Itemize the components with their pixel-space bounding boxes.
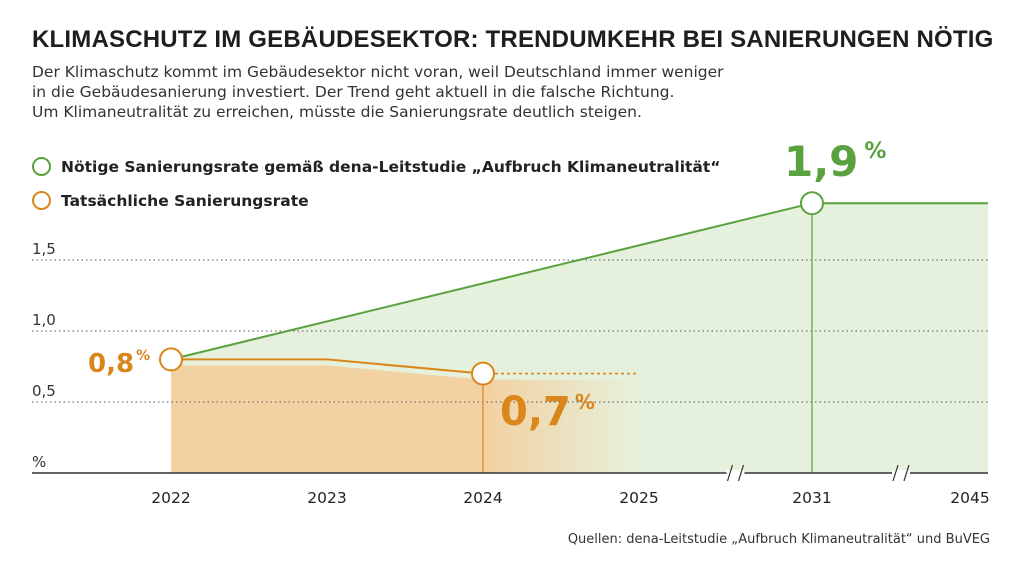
actual-rate-line bbox=[171, 358, 484, 375]
marker-2024 bbox=[471, 361, 495, 386]
legend-item-actual-rate: Tatsächliche Sanierungsrate bbox=[32, 191, 309, 210]
label-2031-value: 1,9% bbox=[784, 137, 886, 186]
label-2024-value: 0,7% bbox=[500, 389, 595, 435]
legend-marker-orange bbox=[32, 191, 51, 210]
legend-label-required-rate: Nötige Sanierungsrate gemäß dena-Leitstu… bbox=[61, 157, 721, 176]
x-tick-label-2024: 2024 bbox=[463, 489, 502, 507]
label-2024-unit: % bbox=[575, 390, 595, 414]
axis-break-gap-0 bbox=[726, 470, 745, 476]
axis-break-gap-1 bbox=[892, 470, 910, 476]
legend-label-actual-rate: Tatsächliche Sanierungsrate bbox=[61, 191, 309, 210]
marker-2031 bbox=[800, 191, 824, 216]
actual-rate-area bbox=[171, 365, 639, 473]
marker-2022 bbox=[159, 347, 183, 372]
label-2031-number: 1,9 bbox=[784, 137, 858, 186]
x-tick-label-2022: 2022 bbox=[151, 489, 190, 507]
x-tick-label-2031: 2031 bbox=[792, 489, 831, 507]
axis-break-mark bbox=[892, 464, 899, 482]
legend-item-required-rate: Nötige Sanierungsrate gemäß dena-Leitstu… bbox=[32, 157, 720, 176]
label-2024-number: 0,7 bbox=[500, 389, 571, 435]
y-tick-label: 0,5 bbox=[32, 382, 56, 400]
y-axis-unit-label: % bbox=[32, 453, 46, 471]
subtitle-line-1: Der Klimaschutz kommt im Gebäudesektor n… bbox=[32, 63, 724, 81]
y-tick-label: 1,0 bbox=[32, 311, 56, 329]
label-2031-unit: % bbox=[864, 139, 886, 164]
subtitle-line-2: in die Gebäudesanierung investiert. Der … bbox=[32, 83, 675, 101]
y-tick-label: 1,5 bbox=[32, 240, 56, 258]
subtitle-line-3: Um Klimaneutralität zu erreichen, müsste… bbox=[32, 103, 642, 121]
chart-title: KLIMASCHUTZ IM GEBÄUDESEKTOR: TRENDUMKEH… bbox=[32, 26, 994, 53]
chart-subtitle: Der Klimaschutz kommt im Gebäudesektor n… bbox=[32, 62, 792, 122]
label-start-unit: % bbox=[136, 348, 150, 364]
axis-break-mark bbox=[737, 464, 745, 482]
source-note: Quellen: dena-Leitstudie „Aufbruch Klima… bbox=[567, 532, 990, 547]
axis-break-mark bbox=[903, 464, 910, 482]
axis-break-mark bbox=[726, 464, 734, 482]
label-start-value: 0,8% bbox=[88, 348, 150, 379]
label-start-number: 0,8 bbox=[88, 349, 134, 379]
legend-marker-green bbox=[32, 157, 51, 176]
x-tick-label-2023: 2023 bbox=[307, 489, 346, 507]
x-tick-label-2045: 2045 bbox=[950, 489, 989, 507]
x-tick-label-2025: 2025 bbox=[619, 489, 658, 507]
